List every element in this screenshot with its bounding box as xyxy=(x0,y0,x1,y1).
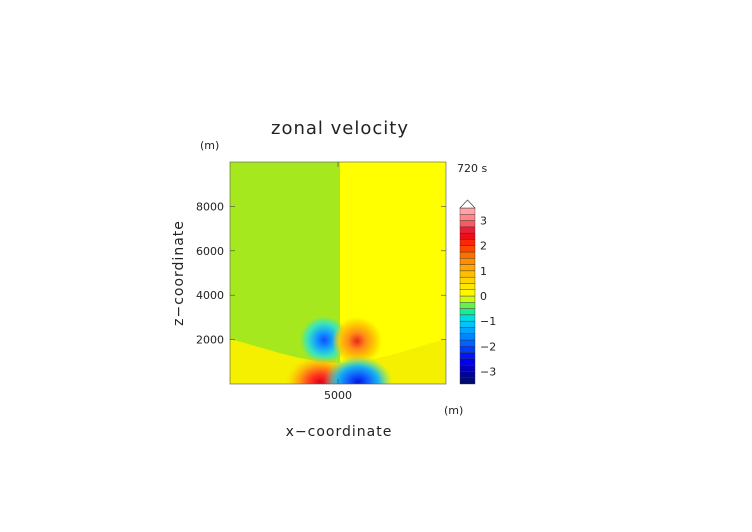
colorbar-swatch xyxy=(459,308,476,316)
colorbar-swatch xyxy=(459,333,476,341)
y-tick-label: 2000 xyxy=(196,334,224,347)
colorbar-swatch xyxy=(459,339,476,347)
y-tick-label: 4000 xyxy=(196,289,224,302)
colorbar-swatch xyxy=(459,264,476,272)
colorbar-swatch xyxy=(459,314,476,322)
colorbar-swatch xyxy=(459,239,476,246)
colorbar-swatch xyxy=(459,258,476,265)
colorbar-swatch xyxy=(459,320,476,328)
colorbar-swatch xyxy=(459,276,476,284)
low-level-band xyxy=(230,339,446,384)
colorbar-tick-label: 3 xyxy=(480,215,487,228)
colorbar-swatch xyxy=(459,283,476,290)
x-axis-label: x−coordinate xyxy=(286,424,393,440)
colorbar-swatch xyxy=(459,270,476,278)
colorbar-tick-label: 0 xyxy=(480,290,487,303)
colorbar-tick-label: −3 xyxy=(480,365,496,378)
colorbar-swatch xyxy=(459,364,476,372)
colorbar-swatch xyxy=(459,352,476,360)
plot-area xyxy=(230,162,446,384)
colorbar-tick-label: 2 xyxy=(480,240,487,253)
cell-mid-positive xyxy=(332,317,382,365)
cell-low-negative xyxy=(324,356,392,384)
colorbar-extend-arrow xyxy=(459,199,476,209)
time-label: 720 s xyxy=(457,162,487,175)
colorbar-swatch xyxy=(459,346,476,353)
colorbar-swatch xyxy=(459,245,476,253)
colorbar-tick-label: 1 xyxy=(480,265,487,278)
colorbar-swatch xyxy=(459,371,476,378)
y-axis-label: z−coordinate xyxy=(171,220,187,326)
colorbar-swatch xyxy=(459,226,476,234)
colorbar-swatch xyxy=(459,232,476,240)
colorbar-swatch xyxy=(459,214,476,221)
colorbar-tick-label: −2 xyxy=(480,340,496,353)
colorbar: 3 2 1 0 −1 −2 −3 xyxy=(459,199,496,385)
chart-title: zonal velocity xyxy=(271,118,409,139)
y-unit-label: (m) xyxy=(200,139,219,152)
colorbar-swatch xyxy=(459,358,476,366)
x-tick-label: 5000 xyxy=(324,389,352,402)
colorbar-swatch xyxy=(459,377,476,385)
x-unit-label: (m) xyxy=(444,404,463,417)
colorbar-swatch xyxy=(459,289,476,297)
y-axis: 2000 4000 6000 8000 xyxy=(196,200,446,347)
colorbar-swatch xyxy=(459,302,476,309)
colorbar-swatch xyxy=(459,327,476,334)
colorbar-swatch xyxy=(459,295,476,303)
x-axis: 5000 xyxy=(324,162,352,402)
colorbar-tick-label: −1 xyxy=(480,315,496,328)
colorbar-swatch xyxy=(459,220,476,228)
colorbar-swatch xyxy=(459,207,476,215)
y-tick-label: 8000 xyxy=(196,200,224,213)
colorbar-swatch xyxy=(459,251,476,259)
y-tick-label: 6000 xyxy=(196,245,224,258)
